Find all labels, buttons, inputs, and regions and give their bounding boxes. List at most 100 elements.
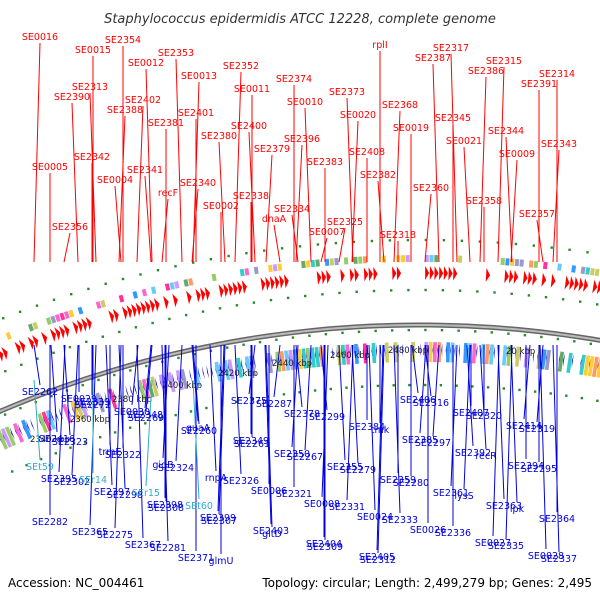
kbp-scale-label: 2420 kbp [218, 369, 258, 379]
track-dot [496, 241, 500, 244]
functional-class-block [183, 279, 189, 287]
leader-line [479, 344, 487, 450]
gene-label: SE2381 [148, 118, 184, 129]
reverse-gene-arrow [172, 372, 176, 387]
functional-class-block [324, 258, 330, 266]
gene-label: SE2403 [253, 526, 289, 537]
track-dot [424, 288, 427, 292]
leader-line [264, 344, 272, 525]
forward-gene-arrow [218, 284, 224, 298]
forward-gene-arrow [40, 331, 48, 345]
track-dot [19, 407, 22, 410]
track-dot [226, 346, 229, 349]
gene-label: SE2361 [433, 488, 469, 499]
track-dot [251, 397, 254, 401]
reverse-gene-arrow [441, 343, 443, 358]
forward-gene-arrow [564, 275, 570, 290]
leader-line [63, 232, 71, 263]
leader-line [63, 344, 71, 436]
gene-label: dnaA [262, 214, 287, 225]
reverse-gene-arrow [58, 407, 64, 421]
leader-line [411, 344, 419, 394]
forward-gene-arrow [260, 277, 266, 292]
track-dot [580, 396, 584, 400]
gene-label: SE2322 [105, 450, 141, 461]
track-dot [286, 296, 290, 300]
functional-class-block [301, 260, 306, 269]
forward-gene-arrow [354, 267, 359, 282]
track-dot [502, 387, 505, 390]
leader-line [450, 344, 458, 487]
track-dot [69, 446, 72, 449]
leader-line [432, 63, 440, 263]
gene-label: SE0026 [410, 525, 446, 536]
forward-gene-arrow [63, 324, 70, 338]
functional-class-block [428, 342, 433, 363]
reverse-gene-arrow [133, 382, 138, 397]
functional-class-block [533, 260, 539, 269]
track-dot [533, 390, 537, 393]
track-dot [424, 383, 427, 387]
leader-line [191, 344, 199, 422]
track-dot [589, 342, 592, 345]
functional-class-block [74, 399, 85, 420]
track-dot [579, 300, 582, 303]
gene-label: SE2364 [539, 514, 575, 525]
gene-label: SE2367 [125, 540, 161, 551]
functional-class-block [227, 359, 235, 380]
track-dot [18, 310, 22, 313]
leader-line [218, 344, 226, 515]
track-dot [11, 470, 14, 473]
gene-label: SE2394 [508, 461, 544, 472]
forward-gene-arrow [596, 280, 600, 295]
leader-line [523, 344, 531, 420]
gene-label: SE2414 [506, 421, 542, 432]
functional-class-block [433, 342, 437, 363]
track-dot [258, 340, 262, 344]
leader-line [304, 344, 312, 451]
track-dot [192, 261, 195, 264]
gene-label: SE2282 [32, 517, 68, 528]
gene-label: SE2363 [486, 501, 522, 512]
track-dot [439, 384, 443, 387]
track-dot [514, 242, 518, 246]
reverse-gene-arrow [29, 418, 36, 432]
forward-gene-arrow [396, 266, 402, 281]
leader-line [552, 149, 560, 263]
leader-line [304, 107, 312, 263]
gene-label: SE2326 [223, 476, 259, 487]
forward-gene-arrow [27, 336, 34, 350]
gene-label: SE0016 [22, 32, 58, 43]
forward-gene-arrow [283, 274, 289, 289]
gene-label: SE2371 [178, 553, 214, 564]
kbp-scale-label: 2440 kbp [272, 359, 312, 369]
functional-class-block [557, 263, 562, 271]
gene-label: SE2404 [306, 539, 342, 550]
track-dot [151, 321, 154, 325]
track-dot [370, 239, 374, 243]
forward-gene-arrow [149, 299, 155, 313]
leader-line [505, 344, 513, 540]
functional-class-block [405, 255, 410, 263]
functional-class-block [596, 357, 600, 378]
forward-gene-arrow [274, 275, 280, 290]
functional-class-block [463, 342, 468, 364]
leader-line [118, 115, 126, 263]
reverse-gene-arrow [375, 343, 377, 358]
forward-gene-arrow [32, 335, 39, 349]
functional-class-block [59, 312, 66, 321]
track-dot [280, 247, 284, 250]
gene-label: SE2307 [201, 516, 237, 527]
forward-gene-arrow [592, 279, 598, 294]
functional-class-block [514, 259, 520, 267]
track-dot [209, 349, 213, 352]
gene-label: guaA [186, 423, 211, 434]
label-leaders [33, 42, 560, 554]
forward-gene-arrow [18, 340, 26, 354]
gene-label: SEr15 [132, 488, 160, 499]
track-dot [390, 289, 393, 292]
leader-line [536, 344, 544, 423]
forward-gene-arrow [76, 319, 83, 333]
track-dot [544, 296, 548, 299]
track-dot [374, 329, 377, 333]
